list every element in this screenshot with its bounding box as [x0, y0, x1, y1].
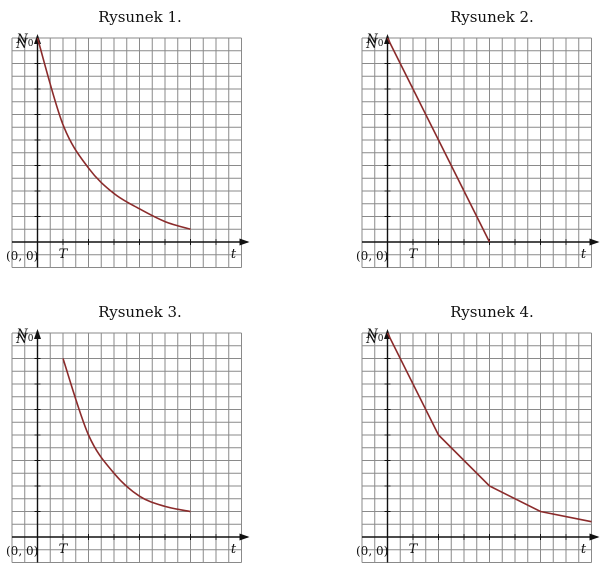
y-axis-label: N: [365, 37, 378, 52]
curve-line: [386, 332, 592, 523]
x-axis-label: t: [581, 542, 587, 557]
chart-panel-3: Rysunek 3. NN0 T t (0, 0): [6, 303, 250, 563]
origin-label: (0, 0): [356, 544, 388, 558]
y0-label: N0: [15, 327, 33, 344]
x-axis-label: t: [581, 247, 587, 262]
chart-panel-1: Rysunek 1. NN0 T t (0, 0): [6, 8, 250, 268]
x-axis-arrow-icon: [239, 238, 250, 246]
x-tick-label-T: T: [59, 542, 69, 557]
x-axis-arrow-icon: [239, 533, 250, 541]
chart-title: Rysunek 3.: [98, 303, 182, 321]
y0-label: N0: [365, 327, 383, 344]
x-axis-label: t: [231, 542, 237, 557]
y-axis-label: N: [15, 332, 28, 347]
chart-panel-4: Rysunek 4. NN0 T t (0, 0): [356, 303, 600, 563]
grid: [11, 332, 242, 563]
chart-title: Rysunek 4.: [450, 303, 534, 321]
x-tick-label-T: T: [409, 247, 419, 262]
y0-label: N0: [15, 32, 33, 49]
origin-label: (0, 0): [6, 249, 38, 263]
chart-panel-2: Rysunek 2. NN0 T t (0, 0): [356, 8, 600, 268]
grid: [361, 37, 592, 268]
x-tick-label-T: T: [59, 247, 69, 262]
y-axis-label: N: [15, 37, 28, 52]
origin-label: (0, 0): [356, 249, 388, 263]
grid: [11, 37, 242, 268]
curve-line: [386, 37, 491, 243]
x-tick-label-T: T: [409, 542, 419, 557]
chart-title: Rysunek 2.: [450, 8, 534, 26]
x-axis-arrow-icon: [589, 238, 600, 246]
y-axis-label: N: [365, 332, 378, 347]
x-axis-label: t: [231, 247, 237, 262]
curve-line: [62, 358, 191, 513]
origin-label: (0, 0): [6, 544, 38, 558]
chart-title: Rysunek 1.: [98, 8, 182, 26]
x-axis-arrow-icon: [589, 533, 600, 541]
y0-label: N0: [365, 32, 383, 49]
grid: [361, 332, 592, 563]
curve-line: [36, 37, 191, 231]
y-axis-arrow-icon: [34, 329, 41, 339]
